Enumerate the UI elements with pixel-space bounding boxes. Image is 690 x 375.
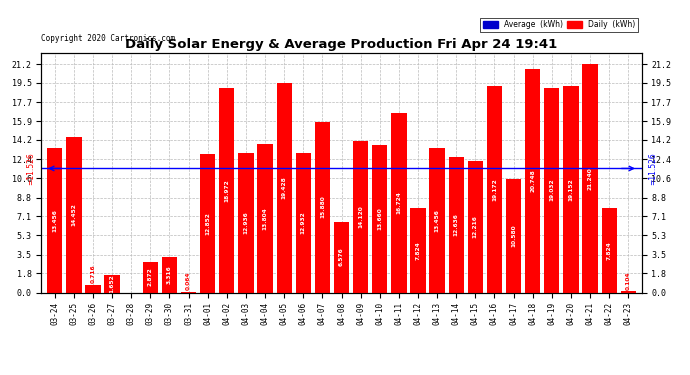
Text: =11.526: =11.526	[648, 152, 657, 185]
Text: 13.456: 13.456	[52, 209, 57, 231]
Text: 12.852: 12.852	[205, 212, 210, 235]
Text: 16.724: 16.724	[396, 191, 402, 214]
Bar	[411, 208, 426, 292]
Bar	[525, 69, 540, 292]
Text: 13.660: 13.660	[377, 208, 382, 230]
Bar	[391, 112, 406, 292]
Bar	[257, 144, 273, 292]
Text: 18.972: 18.972	[224, 179, 229, 202]
Text: 1.652: 1.652	[110, 274, 115, 293]
Text: 19.172: 19.172	[492, 178, 497, 201]
Text: 12.932: 12.932	[301, 211, 306, 234]
Text: 0.716: 0.716	[90, 264, 95, 283]
Bar	[602, 208, 617, 292]
Bar	[238, 153, 254, 292]
Text: 12.216: 12.216	[473, 215, 478, 238]
Text: 14.452: 14.452	[71, 203, 77, 226]
Bar	[544, 88, 560, 292]
Bar	[372, 146, 387, 292]
Text: 12.936: 12.936	[244, 211, 248, 234]
Text: 13.456: 13.456	[435, 209, 440, 231]
Bar	[47, 148, 62, 292]
Text: Copyright 2020 Cartronics.com: Copyright 2020 Cartronics.com	[41, 34, 175, 43]
Text: 13.804: 13.804	[263, 207, 268, 230]
Bar	[563, 86, 579, 292]
Bar	[468, 161, 483, 292]
Text: 6.576: 6.576	[339, 248, 344, 267]
Bar	[334, 222, 349, 292]
Text: 19.428: 19.428	[282, 177, 287, 200]
Text: 7.824: 7.824	[415, 241, 420, 260]
Bar	[219, 88, 235, 292]
Bar	[429, 148, 445, 292]
Bar	[315, 122, 330, 292]
Bar	[104, 275, 120, 292]
Bar	[200, 154, 215, 292]
Bar	[487, 86, 502, 292]
Legend: Average  (kWh), Daily  (kWh): Average (kWh), Daily (kWh)	[480, 18, 638, 32]
Text: 12.636: 12.636	[454, 213, 459, 236]
Text: 19.152: 19.152	[569, 178, 573, 201]
Text: 3.316: 3.316	[167, 265, 172, 284]
Text: 10.580: 10.580	[511, 224, 516, 247]
Bar	[353, 141, 368, 292]
Bar	[296, 153, 311, 292]
Bar	[506, 178, 521, 292]
Bar	[448, 156, 464, 292]
Text: 0.064: 0.064	[186, 272, 191, 290]
Text: 21.240: 21.240	[588, 167, 593, 190]
Text: 19.032: 19.032	[549, 179, 554, 201]
Text: 7.824: 7.824	[607, 241, 612, 260]
Text: 20.748: 20.748	[530, 170, 535, 192]
Bar	[621, 291, 636, 292]
Bar	[162, 257, 177, 292]
Text: 0.104: 0.104	[626, 271, 631, 290]
Bar	[582, 64, 598, 292]
Bar	[277, 83, 292, 292]
Text: 15.880: 15.880	[320, 196, 325, 218]
Title: Daily Solar Energy & Average Production Fri Apr 24 19:41: Daily Solar Energy & Average Production …	[126, 38, 558, 51]
Bar	[86, 285, 101, 292]
Text: 2.872: 2.872	[148, 268, 153, 286]
Text: 14.120: 14.120	[358, 205, 363, 228]
Text: =11.526: =11.526	[26, 152, 35, 185]
Bar	[66, 137, 81, 292]
Bar	[143, 262, 158, 292]
